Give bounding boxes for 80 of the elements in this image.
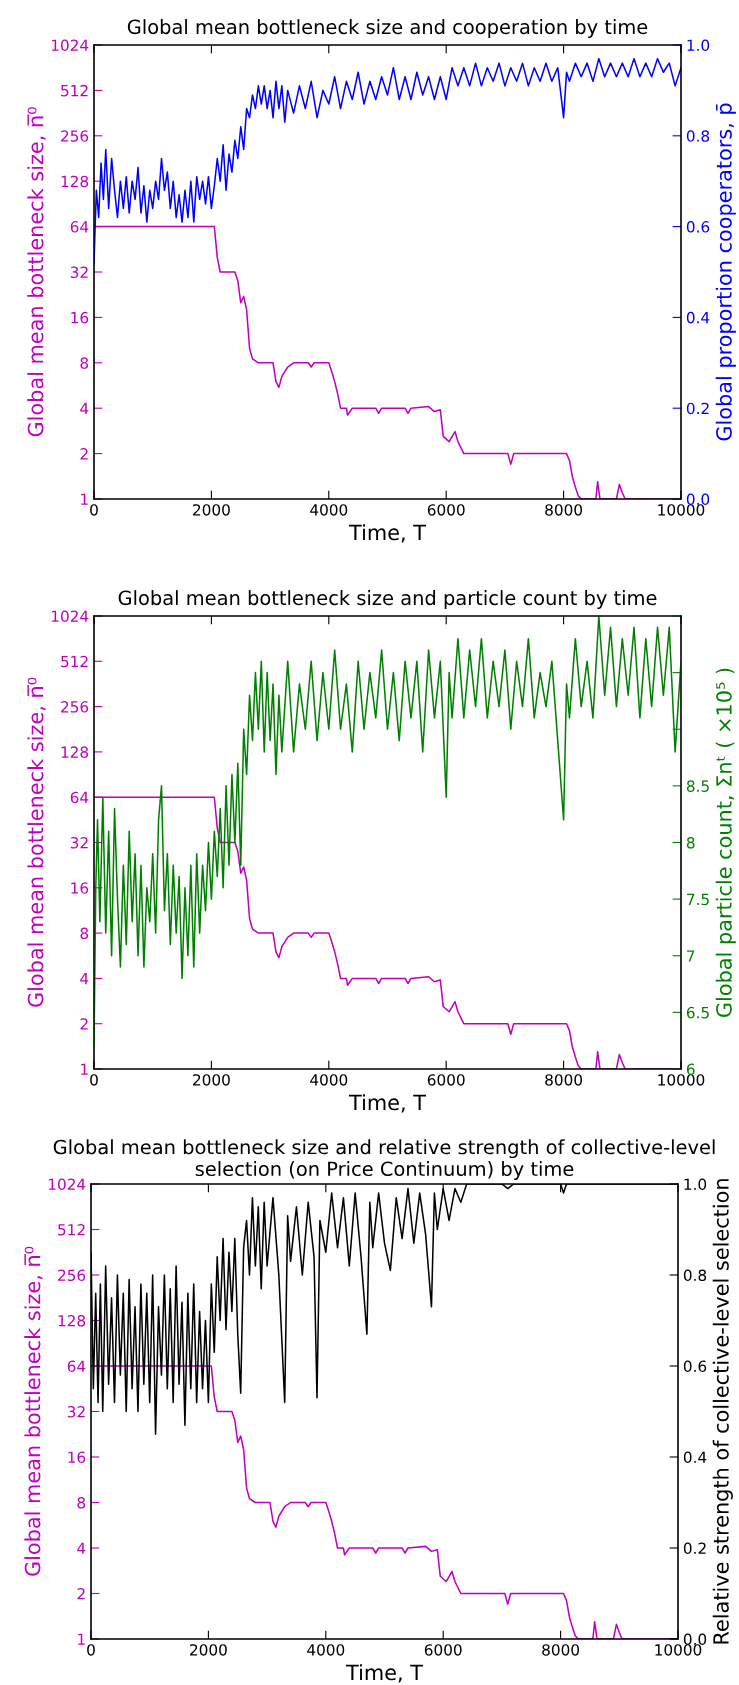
- y-axis-title: Global mean bottleneck size, n̅⁰: [27, 677, 46, 1007]
- x-tick-label: 2000: [190, 1644, 227, 1656]
- y-tick-label: 128: [61, 175, 89, 188]
- y2-axis-title: Relative strength of collective-level selection: [712, 1179, 733, 1644]
- x-axis-title: Time, T: [345, 1664, 424, 1683]
- x-tick-label: 0: [90, 1074, 98, 1086]
- x-tick-label: 0: [87, 1644, 95, 1656]
- x-tick-label: 6000: [424, 1644, 462, 1656]
- y-tick-label: 8: [80, 927, 89, 940]
- x-tick-label: 10000: [655, 1644, 702, 1656]
- x-tick-label: 4000: [310, 1074, 348, 1086]
- chart-title: Global mean bottleneck size and particle count by time: [118, 590, 657, 609]
- y2-tick-label: 0.8: [683, 1269, 707, 1282]
- y-tick-label: 16: [68, 1451, 86, 1464]
- x-tick-label: 10000: [658, 1074, 705, 1086]
- y2-axis-title: Global proportion cooperators, p̄: [715, 103, 736, 441]
- y2-tick-label: 0.2: [686, 402, 709, 415]
- y-tick-label: 512: [61, 84, 88, 97]
- y-tick-label: 1024: [51, 610, 89, 623]
- y2-axis-title: Global particle count, Σnᵗ ( ×10⁵ ): [715, 668, 736, 1017]
- y-tick-label: 2: [77, 1587, 85, 1600]
- y2-tick-label: 0.6: [686, 221, 710, 233]
- x-tick-label: 4000: [310, 504, 348, 516]
- x-tick-label: 2000: [193, 1074, 230, 1086]
- y-tick-label: 1024: [51, 39, 89, 52]
- y-tick-label: 64: [67, 1360, 86, 1373]
- y2-tick-label: 0.2: [683, 1542, 706, 1555]
- x-tick-label: 10000: [658, 504, 705, 516]
- y-tick-label: 8: [77, 1496, 86, 1509]
- y2-tick-label: 1.0: [687, 39, 710, 52]
- y-tick-label: 16: [71, 882, 89, 894]
- x-tick-label: 8000: [542, 1644, 580, 1656]
- x-tick-label: 0: [90, 504, 98, 516]
- y-axis-title: Global mean bottleneck size, n̅⁰: [24, 1246, 43, 1576]
- y-tick-label: 1: [81, 493, 88, 505]
- y-tick-label: 4: [80, 402, 89, 414]
- x-tick-label: 2000: [193, 504, 230, 516]
- y2-tick-label: 0.4: [686, 311, 710, 324]
- y2-tick-label: 0.4: [683, 1451, 707, 1464]
- y2-tick-label: 0.8: [686, 130, 710, 142]
- y-tick-label: 512: [58, 1223, 85, 1236]
- chart-title: Global mean bottleneck size and cooperation by time: [127, 19, 648, 38]
- y-tick-label: 32: [67, 1405, 85, 1418]
- y-tick-label: 1: [81, 1063, 88, 1075]
- y2-tick-label: 6.5: [686, 1006, 709, 1019]
- y2-tick-label: 0.0: [683, 1633, 707, 1646]
- y2-tick-label: 8: [686, 836, 695, 849]
- x-tick-label: 6000: [427, 504, 465, 516]
- x-axis-title: Time, T: [348, 1094, 427, 1113]
- y2-tick-label: 1.0: [684, 1178, 707, 1191]
- x-tick-label: 4000: [307, 1644, 345, 1656]
- y2-tick-label: 6: [686, 1063, 695, 1076]
- y-tick-label: 256: [58, 1269, 86, 1282]
- y-axis-title: Global mean bottleneck size, n̅⁰: [27, 107, 46, 437]
- y2-tick-label: 0.0: [686, 493, 710, 506]
- y-tick-label: 16: [71, 311, 89, 324]
- y-tick-label: 512: [61, 655, 88, 668]
- y-tick-label: 1: [78, 1633, 85, 1645]
- x-axis-title: Time, T: [348, 524, 427, 543]
- y-tick-label: 256: [61, 701, 89, 713]
- y-tick-label: 1024: [48, 1178, 86, 1191]
- y-tick-label: 32: [70, 836, 88, 849]
- y-tick-label: 2: [80, 448, 88, 460]
- y-tick-label: 256: [61, 130, 89, 142]
- y-tick-label: 64: [70, 791, 89, 804]
- y-tick-label: 128: [61, 746, 89, 758]
- y-tick-label: 8: [80, 357, 89, 369]
- y-tick-label: 2: [80, 1018, 88, 1030]
- y-tick-label: 4: [77, 1542, 86, 1554]
- y2-tick-label: 7: [687, 950, 695, 962]
- y2-tick-label: 8.5: [686, 780, 709, 792]
- y-tick-label: 32: [70, 266, 88, 279]
- y-tick-label: 64: [70, 221, 89, 233]
- x-tick-label: 6000: [427, 1074, 465, 1086]
- y-tick-label: 4: [80, 973, 89, 985]
- x-tick-label: 8000: [545, 1074, 583, 1086]
- x-tick-label: 8000: [545, 504, 583, 516]
- y2-tick-label: 0.6: [683, 1360, 707, 1373]
- y2-tick-label: 7.5: [687, 893, 709, 906]
- y-tick-label: 128: [58, 1314, 86, 1327]
